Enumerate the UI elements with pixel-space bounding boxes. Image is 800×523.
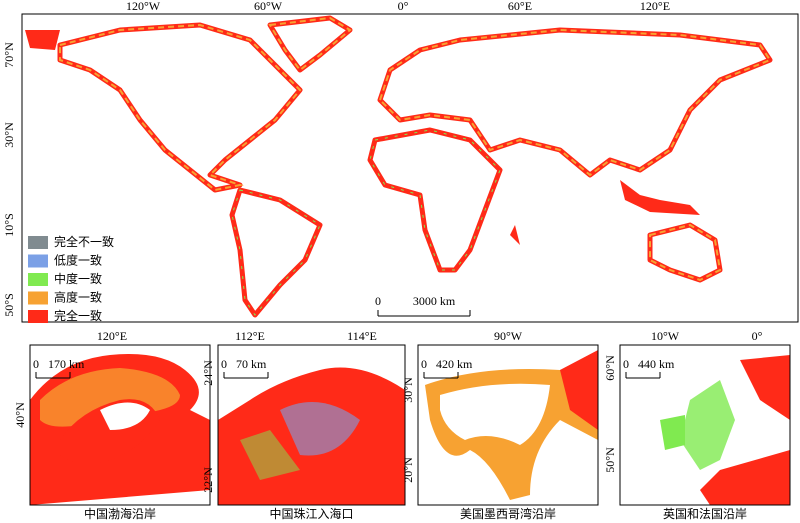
legend-label: 高度一致 <box>54 289 102 304</box>
ireland <box>660 415 685 450</box>
inset-scale-label: 170 km <box>48 357 85 371</box>
continents <box>25 15 773 318</box>
gulf-sea <box>440 383 550 445</box>
madagascar <box>510 225 520 245</box>
north-america-coast <box>59 23 302 192</box>
lat-label: 50°S <box>2 293 16 316</box>
inset-scale-label: 0 <box>221 357 227 371</box>
lon-label: 0° <box>398 0 409 13</box>
inset-scale-label: 440 km <box>638 357 675 371</box>
inset-caption: 中国渤海沿岸 <box>84 506 156 521</box>
inset-scale-label: 0 <box>33 357 39 371</box>
inset-frame <box>619 344 791 506</box>
australia-coast <box>649 223 722 282</box>
legend-label: 完全不一致 <box>54 234 114 249</box>
legend-swatch <box>28 310 48 323</box>
inset-lat-label: 40°N <box>13 402 27 428</box>
legend-swatch <box>28 236 48 249</box>
legend-label: 完全一致 <box>54 308 102 323</box>
scale-label: 3000 km <box>413 294 456 308</box>
lat-label: 30°N <box>2 122 16 148</box>
inset-frame <box>217 344 406 506</box>
inset-lat-label: 60°N <box>603 355 617 381</box>
legend-swatch <box>28 273 48 286</box>
lat-label: 10°S <box>2 213 16 236</box>
inset-lon-label: 90°W <box>494 329 523 343</box>
bohai-sea <box>100 402 150 430</box>
france <box>700 450 790 505</box>
legend-label: 中度一致 <box>54 271 102 286</box>
inset-scale-label: 0 <box>623 357 629 371</box>
lat-label: 70°N <box>2 42 16 68</box>
inset-scale-label: 420 km <box>436 357 473 371</box>
inset-lon-label: 10°W <box>651 329 680 343</box>
legend-swatch <box>28 291 48 305</box>
inset-lat-label: 24°N <box>201 360 215 386</box>
inset-lon-label: 112°E <box>235 329 265 343</box>
inset-lat-label: 30°N <box>401 377 415 403</box>
south-america-coast <box>231 189 321 316</box>
prd-mixed2 <box>240 430 300 480</box>
inset-lon-label: 0° <box>752 329 763 343</box>
inset-frame <box>417 344 599 506</box>
east-siberia <box>25 30 60 50</box>
inset-caption: 美国墨西哥湾沿岸 <box>460 506 556 521</box>
lon-label: 120°W <box>126 0 161 13</box>
legend-label: 低度一致 <box>54 252 102 267</box>
prd-sea <box>218 345 405 420</box>
lon-label: 120°E <box>640 0 670 13</box>
inset-scale-label: 70 km <box>236 357 267 371</box>
inset-scale-label: 0 <box>421 357 427 371</box>
scandinavia <box>740 355 790 420</box>
africa <box>367 127 503 273</box>
insets-art <box>30 345 790 505</box>
inset-caption: 中国珠江入海口 <box>269 506 353 521</box>
britain <box>680 380 735 470</box>
legend-swatch <box>28 254 48 268</box>
scale-label: 0 <box>375 294 381 308</box>
greenland-coast <box>268 16 352 72</box>
gulf-florida <box>560 350 598 430</box>
inset-lat-label: 20°N <box>401 457 415 483</box>
lon-label: 60°W <box>254 0 283 13</box>
inset-frame <box>29 344 211 506</box>
inset-lat-label: 22°N <box>201 467 215 493</box>
eurasia-coast <box>378 28 772 177</box>
inset-lon-label: 114°E <box>347 329 377 343</box>
inset-lon-label: 120°E <box>97 329 127 343</box>
prd-mixed <box>280 402 360 456</box>
inset-lat-label: 50°N <box>603 447 617 473</box>
lon-label: 60°E <box>508 0 532 13</box>
inset-caption: 英国和法国沿岸 <box>663 507 747 521</box>
southeast-asia <box>620 180 700 215</box>
